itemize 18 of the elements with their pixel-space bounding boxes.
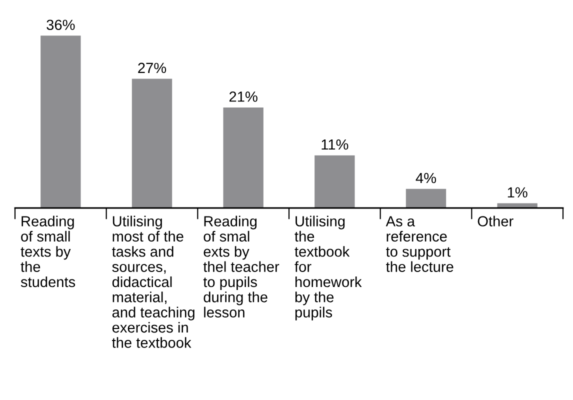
data-label: 1% [508,187,528,198]
bar [314,155,355,208]
x-tick-label: Reading of small texts by the students [20,216,76,288]
x-tick-label: As a reference to support the lecture [386,216,454,272]
bar [223,107,264,208]
x-tick-label: Utilising the textbook for homework by the pupils [294,216,362,320]
data-label: 36% [46,20,75,30]
bar [406,188,446,208]
data-label: 21% [229,91,258,102]
x-tick-label: Reading of smal exts by thel teacher to pupils during the lesson [203,216,280,318]
x-tick-label: Other [478,216,514,226]
category-label: Utilising most of the tasks and sources, didactical material, and teaching exercises in the textbook [112,216,194,348]
bar [497,203,538,208]
data-label: 11% [322,139,348,150]
bar [132,78,172,208]
bar [40,36,81,208]
data-label: 27% [138,62,166,74]
data-label: 4% [416,172,436,184]
